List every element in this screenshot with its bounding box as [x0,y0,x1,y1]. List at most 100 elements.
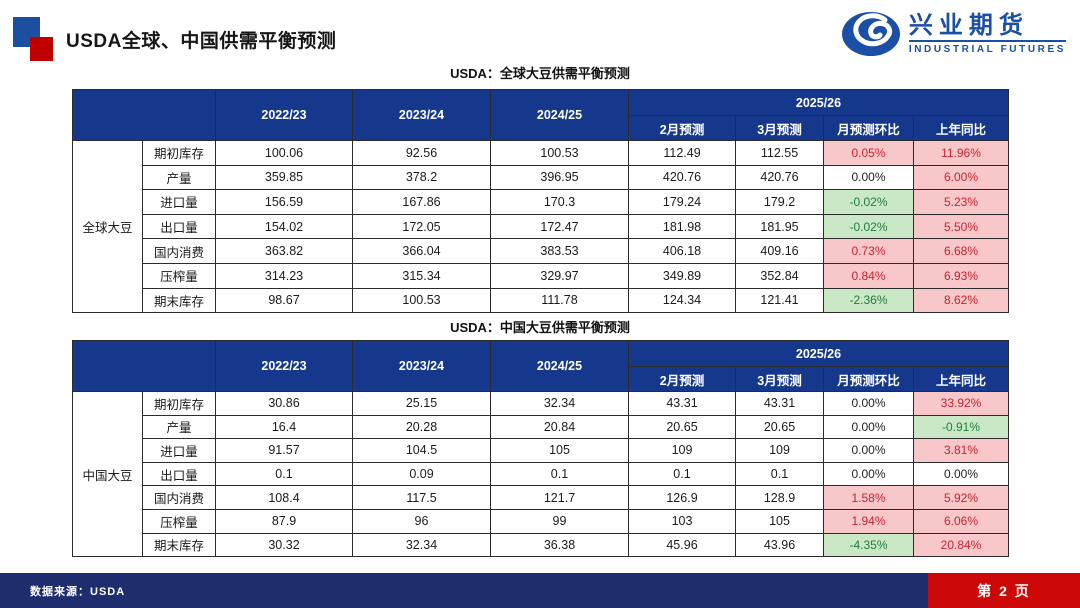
yoy-change-cell: 3.81% [913,438,1009,463]
logo-company-name-en: INDUSTRIAL FUTURES [908,44,1066,55]
header-blank-cell [72,89,216,141]
data-source-label: 数据来源：USDA [30,585,126,598]
mom-change-cell: 0.00% [823,461,914,487]
value-cell: 383.53 [490,238,629,264]
table-row: 产量 16.4 20.28 20.84 20.65 20.65 0.00% -0.91% [73,414,1009,440]
table-row: 国内消费 108.4 117.5 121.7 126.9 128.9 1.58% 5.92% [73,485,1009,510]
row-label: 期初库存 [142,391,216,416]
value-cell: 170.3 [490,189,629,215]
global-table-title: USDA：全球大豆供需平衡预测 [450,66,630,81]
yoy-change-cell: 6.00% [913,164,1009,191]
value-cell: 396.95 [490,164,629,191]
value-cell: 121.7 [490,485,629,510]
header-feb-forecast: 2月预测 [628,366,736,392]
value-cell: 179.24 [628,189,736,215]
value-cell: 30.86 [215,391,353,416]
table-row: 出口量 0.1 0.09 0.1 0.1 0.1 0.00% 0.00% [73,461,1009,487]
header-year-2023: 2023/24 [352,89,491,141]
value-cell: 420.76 [628,164,736,191]
value-cell: 32.34 [490,391,629,416]
table-row: 中国大豆 期初库存 30.86 25.15 32.34 43.31 43.31 0.00% 33… [72,390,1009,558]
table-row: 进口量 156.59 167.86 170.3 179.24 179.2 -0.02% 5.2… [73,189,1009,215]
row-label: 出口量 [142,461,216,487]
value-cell: 121.41 [735,287,824,314]
title-mark [13,17,57,63]
header-yoy-change: 上年同比 [913,115,1009,141]
china-soybean-table: 2022/23 2023/24 2024/25 2025/26 2月预测 3月预… [72,340,1009,558]
value-cell: 172.47 [490,213,629,240]
value-cell: 181.95 [735,213,824,240]
row-label: 进口量 [142,189,216,215]
header-year-2022: 2022/23 [215,340,353,392]
logo-swirl-icon [841,12,900,56]
value-cell: 103 [628,508,736,534]
global-soybean-table: 2022/23 2023/24 2024/25 2025/26 2月预测 3月预… [72,89,1009,314]
mom-change-cell: 0.00% [823,414,914,440]
header-feb-forecast: 2月预测 [628,115,736,141]
yoy-change-cell: 6.93% [913,262,1009,289]
header-year-2023: 2023/24 [352,340,491,392]
row-label: 期初库存 [142,140,216,166]
value-cell: 87.9 [215,508,353,534]
value-cell: 92.56 [352,140,491,166]
table-row: 全球大豆 期初库存 100.06 92.56 100.53 112.49 112.55 0.0… [72,139,1009,314]
mom-change-cell: 0.00% [823,164,914,191]
table-row: 国内消费 363.82 366.04 383.53 406.18 409.16 0.73% 6… [73,238,1009,264]
value-cell: 117.5 [352,485,491,510]
value-cell: 45.96 [628,532,736,558]
yoy-change-cell: 6.68% [913,238,1009,264]
row-label: 产量 [142,164,216,191]
value-cell: 0.1 [215,461,353,487]
yoy-change-cell: 20.84% [913,532,1009,558]
value-cell: 378.2 [352,164,491,191]
yoy-change-cell: -0.91% [913,414,1009,440]
value-cell: 128.9 [735,485,824,510]
value-cell: 181.98 [628,213,736,240]
value-cell: 156.59 [215,189,353,215]
value-cell: 25.15 [352,391,491,416]
value-cell: 352.84 [735,262,824,289]
value-cell: 100.53 [352,287,491,314]
header-blank-cell [72,340,216,392]
yoy-change-cell: 6.06% [913,508,1009,534]
value-cell: 96 [352,508,491,534]
value-cell: 16.4 [215,414,353,440]
value-cell: 154.02 [215,213,353,240]
row-group-label: 中国大豆 [72,390,143,558]
table-row: 压榨量 87.9 96 99 103 105 1.94% 6.06% [73,508,1009,534]
red-square-icon [30,37,53,61]
row-label: 压榨量 [142,262,216,289]
value-cell: 359.85 [215,164,353,191]
header-mar-forecast: 3月预测 [735,366,824,392]
yoy-change-cell: 0.00% [913,461,1009,487]
header-year-2025-group: 2025/26 [628,89,1009,116]
value-cell: 126.9 [628,485,736,510]
value-cell: 0.1 [628,461,736,487]
china-table-title: USDA：中国大豆供需平衡预测 [450,320,630,335]
mom-change-cell: 0.00% [823,438,914,463]
mom-change-cell: 1.58% [823,485,914,510]
value-cell: 20.28 [352,414,491,440]
value-cell: 91.57 [215,438,353,463]
value-cell: 112.55 [735,140,824,166]
mom-change-cell: -0.02% [823,213,914,240]
value-cell: 43.96 [735,532,824,558]
row-label: 国内消费 [142,485,216,510]
value-cell: 100.06 [215,140,353,166]
mom-change-cell: 0.05% [823,140,914,166]
value-cell: 100.53 [490,140,629,166]
header-year-2022: 2022/23 [215,89,353,141]
value-cell: 43.31 [628,391,736,416]
header-mom-change: 月预测环比 [823,366,914,392]
logo-company-name-cn: 兴业期货 [908,13,1066,42]
value-cell: 30.32 [215,532,353,558]
logo-text: 兴业期货 INDUSTRIAL FUTURES [908,13,1066,55]
mom-change-cell: -4.35% [823,532,914,558]
value-cell: 109 [628,438,736,463]
page-number-badge: 第 2 页 [928,573,1080,608]
row-label: 进口量 [142,438,216,463]
value-cell: 366.04 [352,238,491,264]
row-label: 期末库存 [142,532,216,558]
value-cell: 36.38 [490,532,629,558]
